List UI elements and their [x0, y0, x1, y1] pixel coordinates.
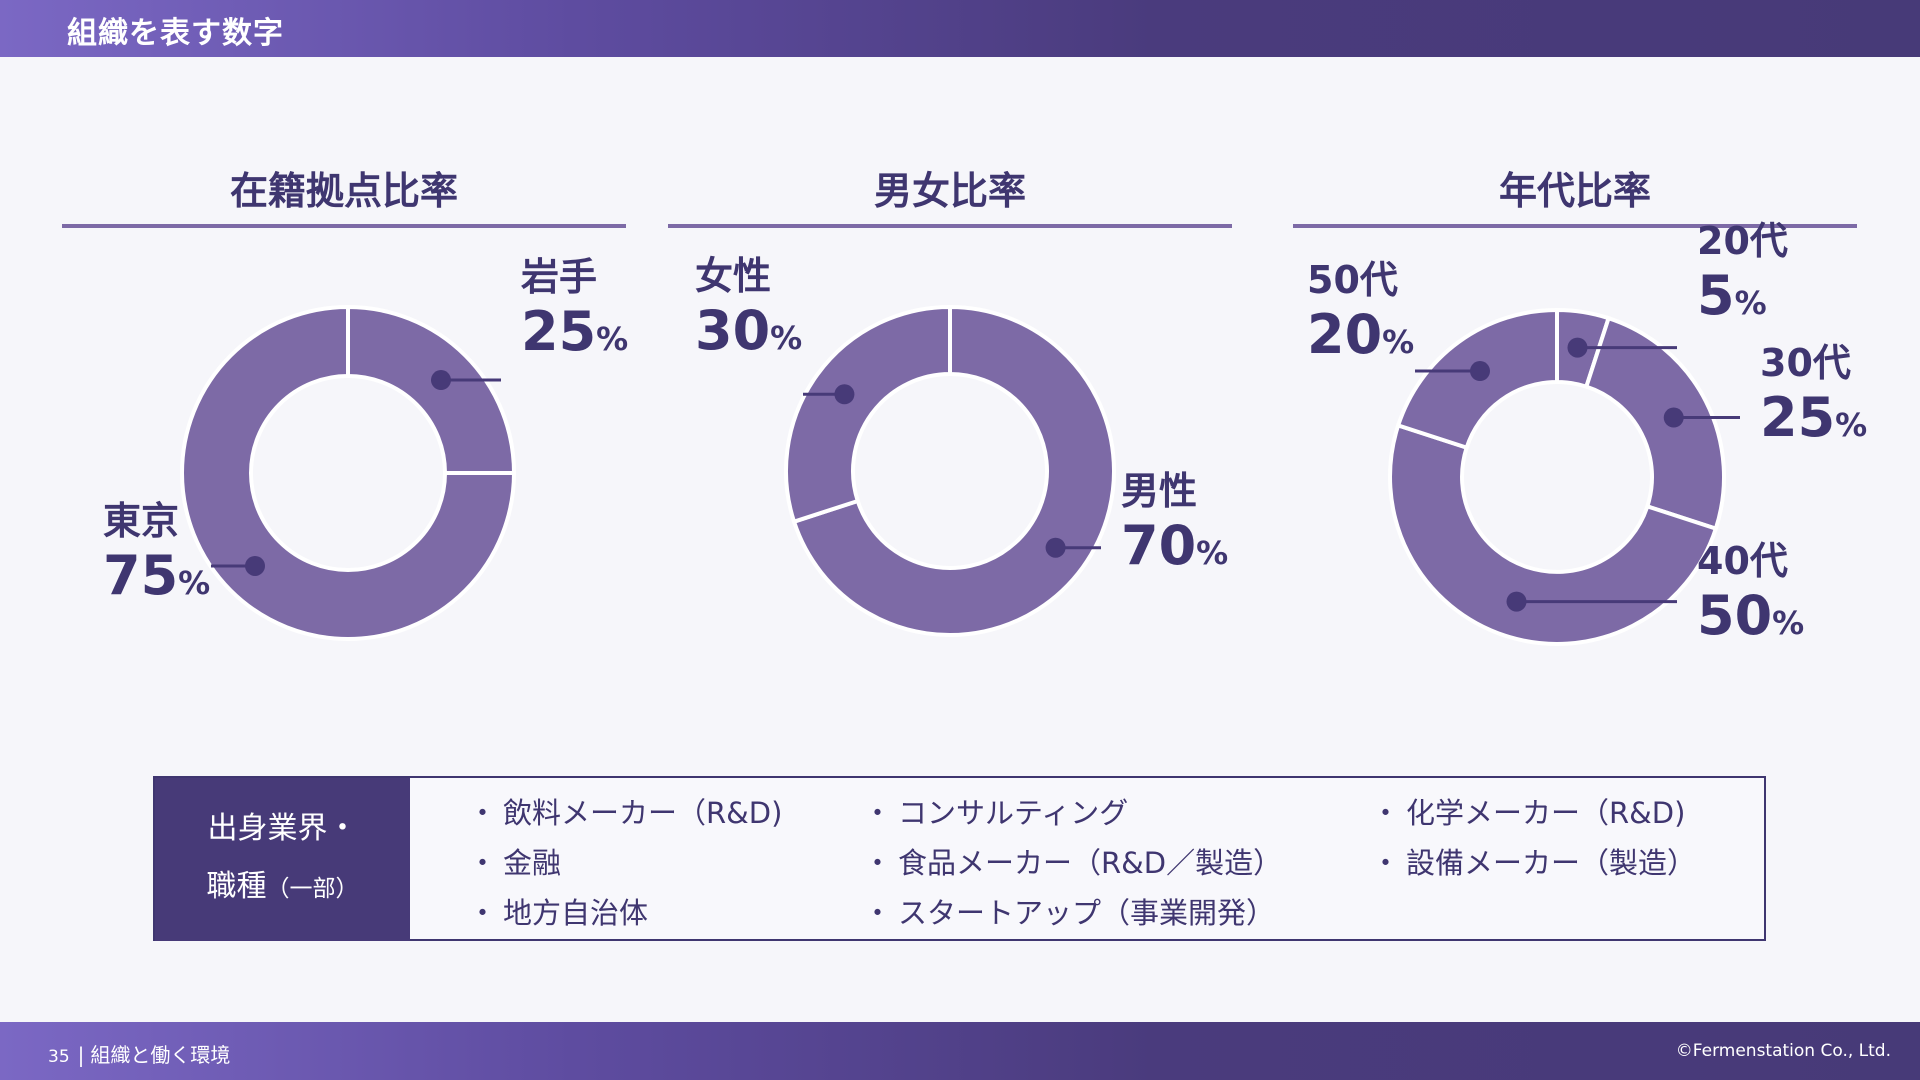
background-item-text: コンサルティング — [898, 796, 1129, 830]
background-item: ・地方自治体 — [468, 890, 648, 932]
background-item-text: 食品メーカー（R&D／製造） — [898, 846, 1283, 880]
background-item: ・設備メーカー（製造） — [1371, 840, 1696, 882]
slice-category-label: 岩手 — [521, 255, 597, 299]
bullet: ・ — [1371, 796, 1401, 830]
footer-section: 組織と働く環境 — [90, 1043, 231, 1067]
background-item: ・コンサルティング — [863, 790, 1128, 832]
percent-sign: % — [596, 320, 628, 358]
data-marker — [1663, 407, 1684, 428]
percent-sign: % — [1772, 604, 1804, 642]
data-marker — [245, 555, 266, 576]
background-heading-line1: 出身業界・ — [207, 811, 358, 846]
percent-sign: % — [770, 319, 802, 357]
bullet: ・ — [468, 846, 498, 880]
donut-slice-男性 — [791, 304, 1116, 637]
chart-title-location: 在籍拠点比率 — [229, 169, 458, 213]
slice-category-label: 東京 — [103, 499, 179, 543]
chart-title-rule — [1293, 224, 1857, 228]
background-item: ・化学メーカー（R&D) — [1371, 790, 1685, 832]
slice-category-label: 30代 — [1760, 341, 1851, 385]
background-item-text: スタートアップ（事業開発） — [898, 896, 1276, 930]
data-marker — [430, 370, 451, 391]
slice-category-label: 男性 — [1121, 469, 1197, 513]
slice-category-label: 40代 — [1697, 539, 1788, 583]
donut-slice-東京 — [180, 304, 517, 641]
percent-sign: % — [1382, 323, 1414, 361]
background-item: ・食品メーカー（R&D／製造） — [863, 840, 1282, 882]
percent-sign: % — [1835, 406, 1867, 444]
copyright: ©Fermenstation Co., Ltd. — [1675, 1041, 1891, 1061]
percent-sign: % — [178, 564, 210, 602]
donut-slice-岩手 — [346, 304, 517, 475]
bullet: ・ — [468, 796, 498, 830]
footer-left: 35 | 組織と働く環境 — [48, 1039, 230, 1068]
footer-bar: 35 | 組織と働く環境 ©Fermenstation Co., Ltd. — [0, 1022, 1920, 1080]
chart-title-age: 年代比率 — [1498, 169, 1651, 213]
data-marker — [1470, 361, 1491, 382]
data-marker — [1506, 591, 1527, 612]
background-heading-main: 職種 — [206, 869, 267, 904]
bullet: ・ — [468, 896, 498, 930]
chart-title-gender: 男女比率 — [873, 169, 1026, 213]
header-bar: 組織を表す数字 — [0, 0, 1920, 57]
slice-value-label: 20% — [1307, 303, 1414, 366]
bullet: ・ — [1371, 846, 1401, 880]
slice-value-label: 25% — [1760, 386, 1867, 449]
slice-category-label: 20代 — [1697, 219, 1788, 263]
data-marker — [834, 384, 855, 405]
donut-slice-30代 — [1583, 315, 1727, 532]
background-item-text: 飲料メーカー（R&D) — [503, 796, 783, 830]
background-heading: 出身業界・ 職種（一部） — [155, 778, 410, 941]
slice-value-label: 5% — [1697, 264, 1767, 327]
slice-category-label: 50代 — [1307, 258, 1398, 302]
chart-title-rule — [62, 224, 626, 228]
donut-slice-40代 — [1388, 422, 1719, 646]
background-info-box: 出身業界・ 職種（一部） ・飲料メーカー（R&D) ・金融 ・地方自治体 ・コン… — [153, 776, 1766, 941]
percent-sign: % — [1196, 534, 1228, 572]
background-item: ・金融 — [468, 840, 561, 882]
data-marker — [1567, 337, 1588, 358]
background-item: ・スタートアップ（事業開発） — [863, 890, 1275, 932]
page-number: 35 — [48, 1047, 70, 1067]
bullet: ・ — [863, 896, 893, 930]
background-item-text: 設備メーカー（製造） — [1406, 846, 1697, 880]
background-item: ・飲料メーカー（R&D) — [468, 790, 782, 832]
slice-value-label: 70% — [1121, 514, 1228, 577]
background-heading-line2: 職種（一部） — [155, 858, 410, 918]
footer-separator: | — [77, 1043, 85, 1067]
slice-value-label: 25% — [521, 300, 628, 363]
bullet: ・ — [863, 796, 893, 830]
slice-value-label: 30% — [695, 299, 802, 362]
background-item-text: 地方自治体 — [503, 896, 649, 930]
page-title: 組織を表す数字 — [67, 16, 284, 51]
bullet: ・ — [863, 846, 893, 880]
slice-value-label: 50% — [1697, 584, 1804, 647]
data-marker — [1045, 537, 1066, 558]
slice-value-label: 75% — [103, 544, 210, 607]
percent-sign: % — [1735, 284, 1767, 322]
donut-slice-女性 — [784, 304, 952, 525]
chart-title-rule — [668, 224, 1232, 228]
background-heading-note: （一部） — [266, 876, 359, 902]
slice-category-label: 女性 — [695, 254, 771, 298]
background-item-text: 化学メーカー（R&D) — [1406, 796, 1686, 830]
background-item-text: 金融 — [503, 846, 562, 880]
